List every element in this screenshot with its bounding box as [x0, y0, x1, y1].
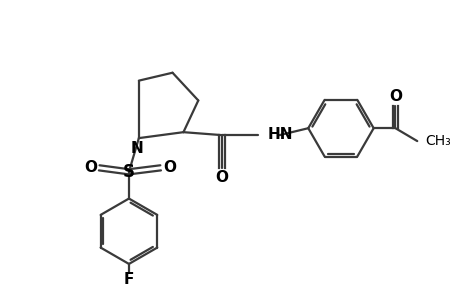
- Text: O: O: [84, 160, 96, 175]
- Text: S: S: [123, 163, 134, 181]
- Text: O: O: [162, 160, 176, 175]
- Text: CH₃: CH₃: [424, 134, 450, 148]
- Text: F: F: [123, 272, 134, 287]
- Text: N: N: [130, 140, 143, 155]
- Text: O: O: [388, 89, 401, 104]
- Text: O: O: [215, 170, 228, 185]
- Text: HN: HN: [267, 127, 292, 142]
